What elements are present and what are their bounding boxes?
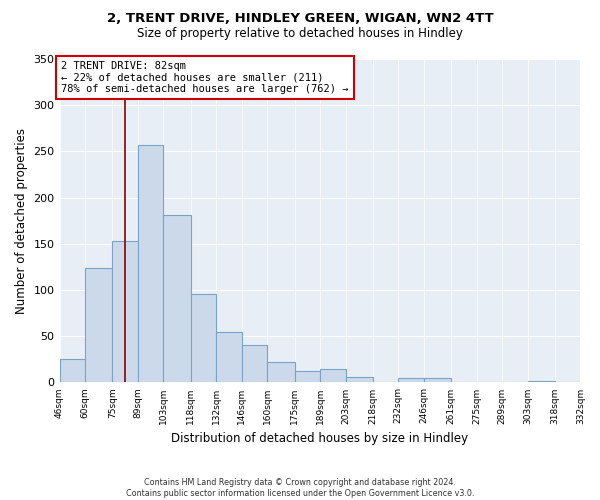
X-axis label: Distribution of detached houses by size in Hindley: Distribution of detached houses by size … [172,432,469,445]
Text: Size of property relative to detached houses in Hindley: Size of property relative to detached ho… [137,28,463,40]
Bar [424,378,451,382]
Bar [295,372,320,382]
Bar [85,268,112,382]
Bar [163,215,191,382]
Text: 2, TRENT DRIVE, HINDLEY GREEN, WIGAN, WN2 4TT: 2, TRENT DRIVE, HINDLEY GREEN, WIGAN, WN… [107,12,493,26]
Bar [527,380,555,382]
Bar [398,378,424,382]
Bar [320,370,346,382]
Text: 2 TRENT DRIVE: 82sqm
← 22% of detached houses are smaller (211)
78% of semi-deta: 2 TRENT DRIVE: 82sqm ← 22% of detached h… [61,61,349,94]
Bar [138,145,163,382]
Bar [191,294,216,382]
Bar [112,241,138,382]
Bar [267,362,295,382]
Y-axis label: Number of detached properties: Number of detached properties [15,128,28,314]
Text: Contains HM Land Registry data © Crown copyright and database right 2024.
Contai: Contains HM Land Registry data © Crown c… [126,478,474,498]
Bar [242,346,267,383]
Bar [59,360,85,382]
Bar [216,332,242,382]
Bar [346,377,373,382]
